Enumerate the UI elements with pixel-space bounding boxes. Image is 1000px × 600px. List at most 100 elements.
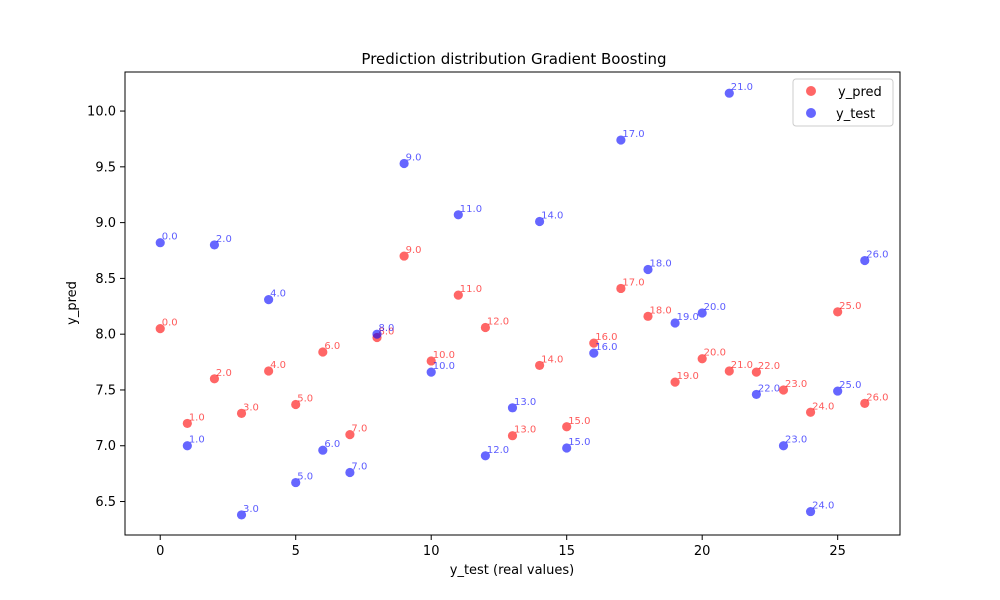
y-tick-label: 9.5	[95, 160, 116, 175]
point-y-test	[236, 510, 247, 520]
point-label-y-pred: 14.0	[541, 354, 563, 365]
point-y-test	[318, 445, 328, 455]
point-y-pred	[833, 307, 843, 317]
point-label-y-test: 23.0	[785, 435, 807, 446]
legend-marker-y-pred	[806, 86, 816, 96]
point-label-y-pred: 4.0	[270, 360, 286, 371]
point-label-y-test: 16.0	[595, 342, 617, 353]
point-label-y-pred: 8.0	[379, 327, 395, 338]
point-label-y-test: 20.0	[704, 302, 726, 313]
point-label-y-test: 25.0	[839, 380, 861, 391]
point-y-test	[562, 443, 572, 453]
point-y-pred	[589, 338, 599, 348]
point-y-pred	[209, 374, 220, 384]
point-label-y-test: 13.0	[514, 397, 536, 408]
point-y-test	[399, 158, 409, 169]
plot-frame	[124, 71, 901, 536]
point-y-test	[643, 264, 653, 275]
point-y-test	[453, 210, 463, 220]
point-label-y-pred: 21.0	[731, 360, 753, 371]
point-label-y-pred: 25.0	[839, 301, 861, 312]
point-label-y-pred: 20.0	[704, 348, 726, 359]
point-label-y-test: 5.0	[297, 472, 313, 483]
y-tick-label: 8.5	[95, 272, 116, 287]
point-label-y-test: 26.0	[866, 250, 888, 261]
point-label-y-test: 6.0	[324, 439, 340, 450]
point-label-y-pred: 1.0	[189, 412, 205, 423]
point-y-pred	[236, 408, 247, 418]
point-y-pred	[616, 283, 626, 294]
point-y-pred	[562, 422, 572, 432]
point-y-test	[670, 318, 680, 328]
point-label-y-pred: 16.0	[595, 332, 617, 343]
y-tick-label: 9.0	[95, 216, 116, 231]
point-label-y-test: 2.0	[216, 234, 232, 245]
y-tick-label: 7.0	[95, 439, 116, 454]
point-y-pred	[182, 418, 192, 429]
legend-marker-y-test	[806, 108, 816, 118]
point-label-y-pred: 22.0	[758, 361, 780, 372]
point-y-pred	[399, 251, 409, 261]
point-y-pred	[507, 431, 518, 441]
point-label-y-test: 9.0	[406, 152, 422, 163]
legend-label-y-pred: y_pred	[838, 85, 882, 100]
point-label-y-pred: 18.0	[649, 305, 671, 316]
point-label-y-test: 0.0	[162, 232, 178, 243]
point-y-pred	[697, 354, 707, 364]
point-y-test	[778, 441, 789, 451]
point-y-test	[264, 294, 274, 305]
point-y-pred	[291, 399, 301, 410]
legend-label-y-test: y_test	[836, 107, 875, 122]
point-y-pred	[643, 311, 653, 321]
x-tick-label: 0	[156, 544, 164, 559]
y-axis-label: y_pred	[65, 281, 80, 325]
point-label-y-test: 3.0	[243, 504, 259, 515]
point-label-y-test: 14.0	[541, 210, 563, 221]
point-label-y-test: 1.0	[189, 435, 205, 446]
y-tick-label: 7.5	[95, 383, 116, 398]
point-label-y-pred: 0.0	[162, 318, 178, 329]
point-y-pred	[264, 366, 274, 376]
point-y-test	[751, 389, 761, 400]
point-y-pred	[778, 385, 789, 395]
point-label-y-pred: 12.0	[487, 316, 509, 327]
point-label-y-pred: 9.0	[406, 245, 422, 256]
point-label-y-test: 11.0	[460, 204, 482, 215]
point-y-pred	[724, 366, 734, 376]
point-label-y-test: 21.0	[731, 82, 753, 93]
point-y-test	[724, 88, 734, 98]
point-label-y-pred: 2.0	[216, 368, 232, 379]
point-label-y-pred: 11.0	[460, 284, 482, 295]
point-y-test	[426, 367, 436, 377]
point-y-test	[291, 477, 301, 488]
x-axis: 0 5 10 15 20 25	[156, 535, 846, 559]
x-tick-label: 10	[423, 544, 440, 559]
x-axis-label: y_test (real values)	[450, 563, 574, 578]
point-label-y-test: 7.0	[351, 462, 367, 473]
point-label-y-pred: 13.0	[514, 425, 536, 436]
point-y-pred	[318, 347, 328, 357]
point-label-y-test: 8.0	[379, 323, 395, 334]
point-y-test	[805, 506, 816, 517]
point-y-pred	[345, 429, 355, 440]
point-y-test	[480, 451, 491, 461]
point-label-y-pred: 24.0	[812, 401, 834, 412]
point-label-y-pred: 23.0	[785, 379, 807, 390]
point-y-test	[860, 255, 870, 266]
point-label-y-pred: 19.0	[677, 371, 699, 382]
point-y-test	[534, 216, 545, 227]
point-label-y-test: 18.0	[649, 258, 671, 269]
x-tick-label: 15	[558, 544, 575, 559]
y-tick-label: 6.5	[95, 495, 116, 510]
point-label-y-pred: 17.0	[622, 277, 644, 288]
point-label-y-test: 10.0	[433, 361, 455, 372]
point-y-pred	[426, 356, 436, 366]
point-label-y-test: 22.0	[758, 383, 780, 394]
point-y-test	[155, 238, 165, 248]
point-y-pred	[670, 377, 680, 387]
point-y-test	[507, 403, 518, 413]
y-tick-label: 8.0	[95, 328, 116, 343]
x-tick-label: 25	[829, 544, 846, 559]
point-label-y-pred: 5.0	[297, 393, 313, 404]
